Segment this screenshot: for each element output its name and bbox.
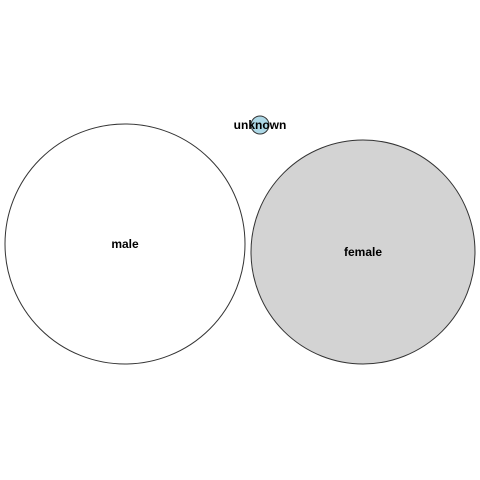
male-circle bbox=[4, 123, 246, 365]
bubble-male: male bbox=[4, 123, 246, 365]
female-label: female bbox=[344, 245, 382, 259]
female-circle bbox=[250, 139, 476, 365]
unknown-label: unknown bbox=[234, 118, 287, 132]
bubble-unknown: unknown bbox=[234, 115, 287, 135]
bubble-female: female bbox=[250, 139, 476, 365]
male-label: male bbox=[111, 237, 139, 251]
unknown-circle bbox=[250, 115, 270, 135]
